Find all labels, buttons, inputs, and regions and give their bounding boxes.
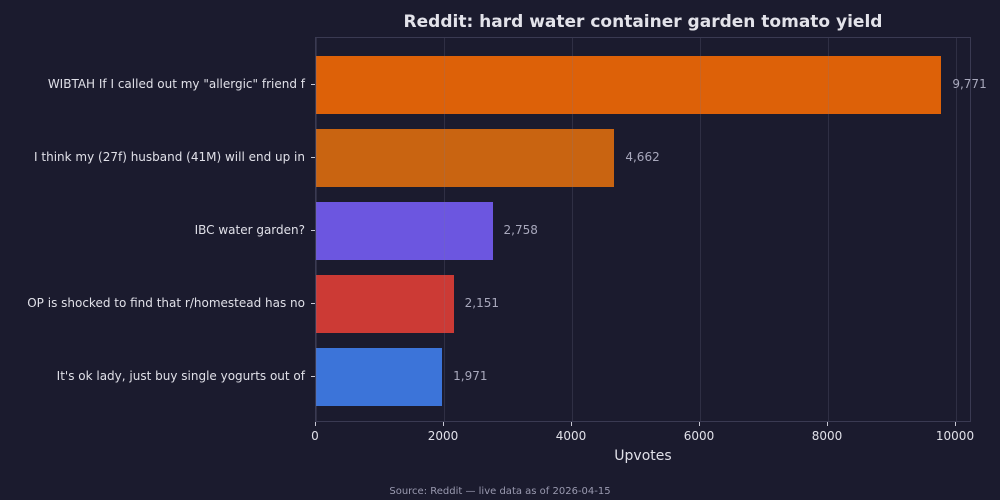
bar bbox=[316, 129, 615, 187]
x-tick bbox=[827, 422, 828, 426]
x-tick bbox=[571, 422, 572, 426]
x-tick-label: 10000 bbox=[935, 429, 975, 443]
gridline bbox=[700, 38, 701, 421]
gridline bbox=[956, 38, 957, 421]
y-tick bbox=[311, 157, 315, 158]
plot-area bbox=[315, 37, 971, 422]
gridline bbox=[444, 38, 445, 421]
x-tick-label: 8000 bbox=[811, 429, 843, 443]
gridline bbox=[828, 38, 829, 421]
bar bbox=[316, 275, 454, 333]
bar-value-label: 1,971 bbox=[453, 369, 488, 383]
x-tick bbox=[955, 422, 956, 426]
chart-title: Reddit: hard water container garden toma… bbox=[403, 12, 883, 32]
bar-value-label: 9,771 bbox=[952, 77, 987, 91]
category-label: WIBTAH If I called out my "allergic" fri… bbox=[47, 77, 305, 91]
bar-value-label: 2,758 bbox=[503, 223, 538, 237]
y-tick bbox=[311, 303, 315, 304]
x-axis-title: Upvotes bbox=[614, 448, 672, 464]
category-label: OP is shocked to find that r/homestead h… bbox=[27, 296, 305, 310]
gridline bbox=[316, 38, 317, 421]
y-tick bbox=[311, 230, 315, 231]
x-tick-label: 6000 bbox=[683, 429, 715, 443]
bar bbox=[316, 56, 942, 114]
bar-value-label: 2,151 bbox=[464, 296, 500, 310]
y-tick bbox=[311, 84, 315, 85]
bar bbox=[316, 202, 493, 260]
x-tick bbox=[699, 422, 700, 426]
category-label: I think my (27f) husband (41M) will end … bbox=[34, 150, 305, 164]
x-tick bbox=[315, 422, 316, 426]
x-tick-label: 4000 bbox=[555, 429, 587, 443]
x-tick bbox=[443, 422, 444, 426]
x-tick-label: 0 bbox=[311, 429, 319, 443]
category-label: It's ok lady, just buy single yogurts ou… bbox=[56, 369, 305, 383]
bar-value-label: 4,662 bbox=[625, 150, 660, 164]
gridline bbox=[572, 38, 573, 421]
source-note: Source: Reddit — live data as of 2026-04… bbox=[389, 486, 611, 497]
bar bbox=[316, 348, 443, 406]
x-tick-label: 2000 bbox=[427, 429, 459, 443]
y-tick bbox=[311, 376, 315, 377]
category-label: IBC water garden? bbox=[194, 223, 305, 237]
